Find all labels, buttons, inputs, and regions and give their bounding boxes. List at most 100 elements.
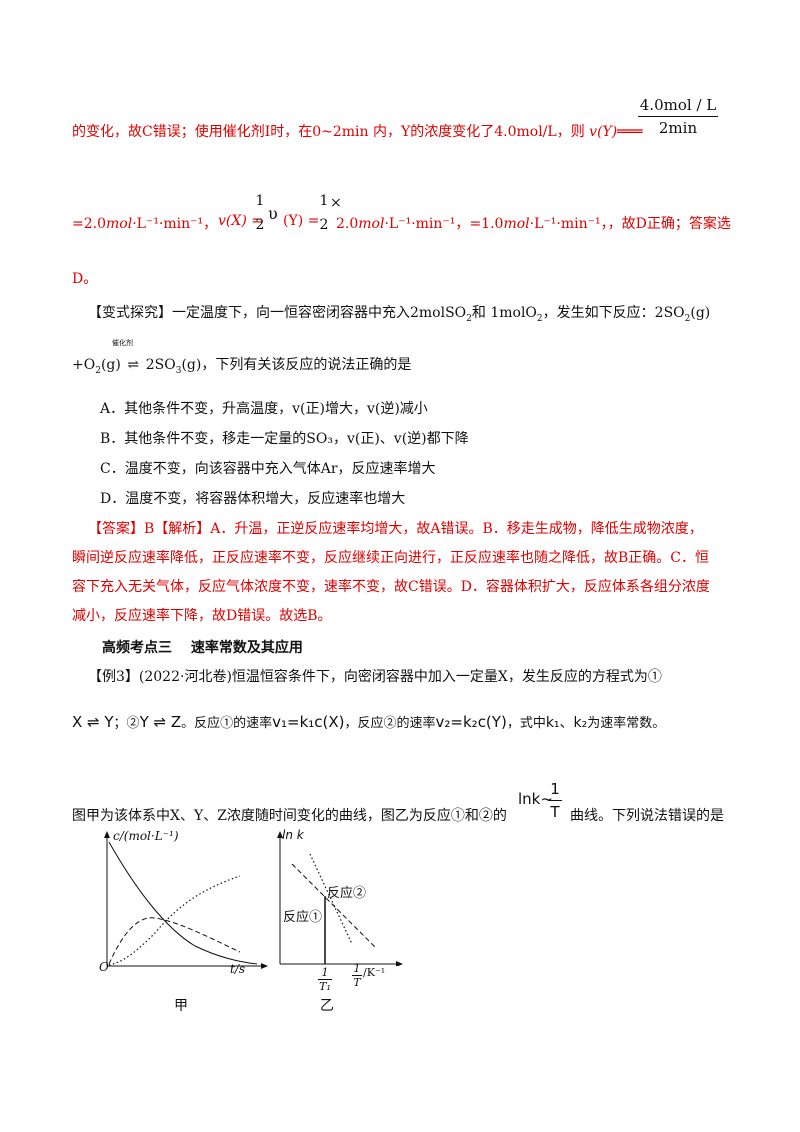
k-constants: k₁、k₂ — [545, 715, 588, 731]
one-over-t: 1 T — [548, 780, 562, 821]
tick1-bar — [318, 979, 332, 980]
rate2-pre: ，反应②的速率 — [344, 716, 436, 731]
line-2-tail: ，故D正确；答案选 — [607, 216, 731, 232]
half-den-1: 2 — [255, 217, 265, 233]
rate1-pre: 。反应①的速率 — [181, 716, 273, 731]
sub-3: 3 — [175, 365, 182, 376]
unit-3: ·L⁻¹·min⁻¹， — [529, 216, 608, 232]
figure-b-ylabel: ln k — [282, 828, 304, 842]
catalyst-label: 催化剂 — [112, 339, 133, 347]
mol-unit: mol — [106, 216, 133, 232]
half-den-2: 2 — [319, 217, 329, 233]
rate1-expr: v₁=k₁c(X) — [272, 713, 345, 731]
unit-2: ·L⁻¹·min⁻¹， — [384, 216, 470, 232]
t-den: T — [550, 803, 560, 821]
rate-value-2: 2.0 — [336, 216, 359, 232]
figure-a-ylabel: c/(mol·L⁻¹) — [113, 829, 179, 843]
example-line-1: 【例3】(2022·河北卷)恒温恒容条件下，向密闭容器中加入一定量X，发生反应的… — [88, 669, 662, 685]
curve-x-solid — [108, 841, 258, 965]
v-y-expression: v(Y)═══ — [589, 124, 643, 140]
upsilon-symbol: υ — [268, 204, 278, 223]
answer-line-1: 【答案】B【解析】A．升温，正逆反应速率均增大，故A错误。B．移走生成物，降低生… — [88, 521, 703, 537]
half-fraction-2: 1 2 — [318, 193, 330, 233]
v-y-tail: (Y) = — [283, 213, 320, 229]
times-symbol: × — [330, 195, 342, 211]
const-text: 为速率常数。 — [587, 716, 666, 731]
figure-b-lnk-plot — [277, 831, 403, 966]
tick-1-over-t1: 1 T₁ — [318, 966, 332, 993]
option-c: C．温度不变，向该容器中充入气体Ar，反应速率增大 — [100, 461, 436, 477]
rate-value-3: =1.0 — [469, 216, 504, 232]
eq-sep: ；② — [113, 716, 140, 731]
fraction-bar — [638, 116, 718, 117]
tick2-num: 1 — [353, 962, 361, 975]
eq-o2: +O — [72, 357, 96, 373]
variant-question-line-1: 【变式探究】一定温度下，向一恒容密闭容器中充入2molSO2和 1molO2，发… — [88, 302, 710, 324]
line-1-text: 的变化，故C错误；使用催化剂I时，在0~2min 内，Y的浓度变化了4.0mol… — [72, 124, 590, 140]
curve-z-dotted — [108, 875, 241, 966]
v-x-expression: v(X) = — [218, 213, 263, 229]
sub-2a: 2 — [466, 313, 472, 324]
mol-unit-3: mol — [503, 216, 530, 232]
line-1: 的变化，故C错误；使用催化剂I时，在0~2min 内，Y的浓度变化了4.0mol… — [72, 121, 643, 141]
rate-value-1: =2.0 — [72, 216, 106, 232]
eq-x-y: X ⇌ Y — [72, 713, 114, 731]
half-num-2: 1 — [319, 193, 329, 209]
figure-a-concentration-plot — [104, 831, 268, 969]
sub-2c: 2 — [684, 313, 691, 324]
figure-a-origin: O — [99, 960, 109, 974]
figure-b-y-arrow — [277, 831, 283, 838]
figure-a-xlabel: t/s — [230, 962, 246, 976]
equilibrium-arrows-icon: ⇌ — [127, 357, 140, 373]
one-over-t-bar — [548, 800, 562, 801]
option-b: B．其他条件不变，移走一定量的SO₃，v(正)、v(逆)都下降 — [100, 431, 469, 447]
figure-b-caption: 乙 — [320, 998, 334, 1014]
line-2: =2.0mol·L⁻¹·min⁻¹， — [72, 213, 217, 233]
answer-line-2: 瞬间逆反应速率降低，正反应速率不变，反应继续正向进行，正反应速率也随之降低，故B… — [72, 550, 709, 566]
figure-a-caption: 甲 — [174, 998, 188, 1014]
answer-line-3: 容下充入无关气体，反应气体浓度不变，速率不变，故C错误。D．容器体积扩大，反应体… — [72, 579, 710, 595]
tick-2-unit: /K⁻¹ — [363, 966, 386, 979]
unit-1: ·L⁻¹·min⁻¹， — [132, 216, 218, 232]
fraction-4mol-2min: 4.0mol / L 2min — [638, 96, 718, 137]
half-num-1: 1 — [255, 193, 265, 209]
option-a: A．其他条件不变，升高温度，v(正)增大，v(逆)减小 — [100, 401, 428, 417]
variant-mid2: ，发生如下反应：2SO — [542, 305, 685, 321]
option-d: D．温度不变，将容器体积增大，反应速率也增大 — [100, 491, 406, 507]
half-fraction-1: 1 2 — [254, 193, 266, 233]
tick1-num: 1 — [321, 966, 329, 979]
example-line-2: X ⇌ Y；②Y ⇌ Z。反应①的速率v₁=k₁c(X)，反应②的速率v₂=k₂… — [72, 712, 665, 732]
tick-1-over-t: 1 T — [352, 962, 362, 989]
curve-y-dashed — [108, 917, 241, 965]
tick2-den: T — [353, 976, 361, 989]
reaction-2-label: 反应② — [327, 886, 367, 901]
fraction-denominator: 2min — [658, 119, 698, 137]
eq-so3: 2SO — [141, 357, 176, 373]
section-title: 高频考点三 速率常数及其应用 — [102, 640, 303, 656]
tick2-bar — [352, 975, 362, 976]
eq-g: (g) — [100, 357, 126, 373]
example-line-3-tail: 曲线。下列说法错误的是 — [570, 808, 724, 824]
variant-eq-tail: (g) — [690, 305, 711, 321]
mol-unit-2: mol — [358, 216, 385, 232]
figure-a-y-arrow — [104, 831, 110, 838]
one-num: 1 — [550, 780, 560, 798]
figure-b-x-arrow — [396, 961, 403, 966]
rate2-expr: v₂=k₂c(Y) — [435, 713, 507, 731]
sub-2d: 2 — [95, 365, 101, 376]
sub-2b: 2 — [536, 313, 543, 324]
line-3: D。 — [72, 271, 98, 287]
example-line-3: 图甲为该体系中X、Y、Z浓度随时间变化的曲线，图乙为反应①和②的 — [72, 808, 507, 824]
lnk-expression: lnk~ — [518, 790, 553, 808]
line-2-rest: 2.0mol·L⁻¹·min⁻¹，=1.0mol·L⁻¹·min⁻¹，，故D正确… — [336, 213, 731, 233]
eq-y-z: Y ⇌ Z — [139, 713, 182, 731]
fraction-numerator: 4.0mol / L — [639, 96, 717, 114]
line-reaction-2-dotted — [309, 853, 353, 945]
reaction-1-label: 反应① — [283, 910, 323, 925]
figure-a-x-arrow — [261, 963, 268, 969]
variant-question-line-2: +O2(g) ⇌ 2SO3(g)，下列有关该反应的说法正确的是 — [72, 354, 411, 376]
answer-line-4: 减小，反应速率下降，故D错误。故选B。 — [72, 608, 332, 624]
eq-tail: (g)，下列有关该反应的说法正确的是 — [181, 357, 412, 373]
variant-mid: 和 1molO — [471, 305, 537, 321]
where-text: ，式中 — [506, 716, 546, 731]
